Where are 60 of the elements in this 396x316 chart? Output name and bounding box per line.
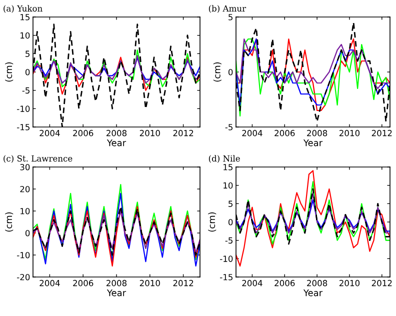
- chart-title: (a) Yukon: [4, 5, 42, 13]
- y-axis-title: (cm): [208, 212, 216, 232]
- y-tick-label: 5: [228, 200, 232, 207]
- x-axis-title: Year: [106, 140, 126, 146]
- x-tick-label: 2006: [274, 130, 295, 136]
- y-tick-label: 10: [224, 182, 233, 189]
- x-tick-label: 2004: [242, 130, 262, 136]
- x-tick-label: 2012: [372, 280, 392, 286]
- x-tick-label: 2006: [73, 280, 94, 286]
- x-tick-label: 2010: [339, 130, 360, 136]
- x-tick-label: 2012: [173, 130, 194, 136]
- y-tick-label: 20: [20, 186, 30, 192]
- x-tick-label: 2004: [40, 280, 60, 286]
- x-tick-label: 2004: [40, 130, 60, 136]
- line-series: [236, 192, 390, 234]
- y-tick-label: -10: [17, 106, 30, 112]
- x-tick-label: 2006: [73, 130, 94, 136]
- y-tick-label: -5: [225, 124, 232, 130]
- y-axis-title: (cm): [213, 62, 222, 82]
- y-tick-label: 30: [20, 164, 30, 170]
- x-tick-label: 2006: [274, 280, 295, 286]
- y-tick-label: -15: [220, 274, 232, 280]
- y-axis-title: (cm): [5, 212, 14, 232]
- line-series: [236, 170, 390, 267]
- x-axis-title: Year: [303, 140, 323, 146]
- y-tick-label: 0: [25, 230, 30, 236]
- x-tick-label: 2010: [339, 280, 360, 286]
- y-tick-label: -15: [17, 124, 30, 130]
- y-tick-label: 15: [224, 164, 232, 170]
- y-tick-label: 0: [228, 218, 233, 226]
- line-series: [236, 199, 390, 232]
- x-tick-label: 2010: [140, 130, 160, 136]
- x-tick-label: 2012: [372, 130, 392, 136]
- y-tick-label: 0: [228, 68, 233, 76]
- line-series: [236, 38, 390, 90]
- y-tick-label: -5: [225, 237, 232, 244]
- y-axis-title: (cm): [5, 62, 14, 82]
- x-tick-label: 2008: [106, 280, 127, 286]
- x-tick-label: 2004: [242, 280, 262, 286]
- y-tick-label: 10: [20, 32, 30, 39]
- y-tick-label: 0: [25, 68, 30, 76]
- x-tick-label: 2012: [173, 280, 194, 286]
- x-tick-label: 2008: [307, 280, 328, 286]
- y-tick-label: -10: [220, 256, 233, 262]
- x-tick-label: 2008: [307, 130, 328, 136]
- x-tick-label: 2010: [140, 280, 160, 286]
- y-tick-label: 15: [20, 14, 30, 20]
- x-axis-title: Year: [106, 290, 126, 296]
- y-tick-label: -10: [17, 252, 30, 258]
- y-tick-label: 5: [228, 14, 232, 20]
- line-series: [236, 22, 390, 122]
- chart-title: (b) Amur: [208, 5, 246, 13]
- chart-title: (c) St. Lawrence: [4, 155, 72, 163]
- y-tick-label: -20: [17, 274, 30, 280]
- x-axis-title: Year: [303, 290, 323, 296]
- y-tick-label: -5: [22, 87, 30, 94]
- y-tick-label: 5: [26, 50, 30, 57]
- y-tick-label: 10: [20, 208, 30, 214]
- chart-title: (d) Nile: [208, 155, 240, 163]
- x-tick-label: 2008: [106, 130, 127, 136]
